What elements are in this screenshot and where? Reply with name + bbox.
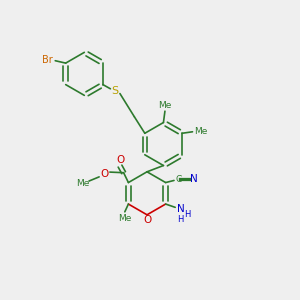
Text: S: S [111, 86, 118, 96]
Text: Me: Me [158, 101, 172, 110]
Text: N: N [177, 203, 184, 214]
Text: Me: Me [76, 179, 90, 188]
Text: H: H [177, 215, 184, 224]
Text: C: C [175, 175, 182, 184]
Text: O: O [100, 169, 109, 179]
Text: Br: Br [42, 55, 53, 64]
Text: O: O [116, 155, 124, 165]
Text: Me: Me [118, 214, 131, 223]
Text: H: H [184, 210, 190, 219]
Text: Me: Me [194, 127, 207, 136]
Text: N: N [190, 174, 198, 184]
Text: O: O [143, 215, 151, 225]
